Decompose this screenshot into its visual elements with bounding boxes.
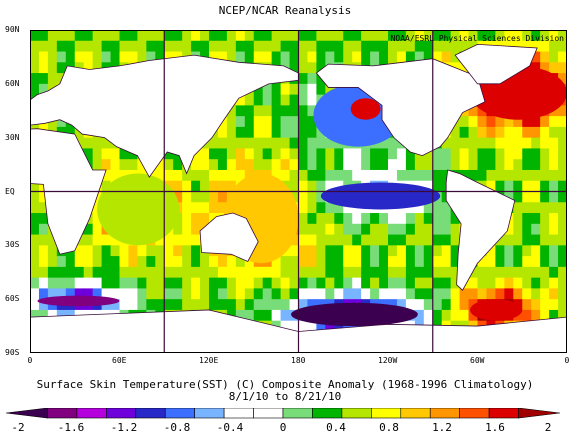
colorbar-tick-label: 1.6 — [485, 421, 505, 434]
colorbar-swatch — [488, 408, 519, 419]
colorbar-tick-label: 2 — [545, 421, 552, 434]
colorbar-tick-label: 0.4 — [326, 421, 346, 434]
grid-lines — [30, 30, 567, 353]
x-tick-label: 60W — [470, 356, 485, 365]
colorbar-swatch — [5, 408, 48, 419]
x-tick-label: 0 — [27, 356, 33, 365]
y-tick-label: 60N — [5, 78, 20, 88]
colorbar-swatch — [400, 408, 431, 419]
colorbar-tick-label: -2 — [11, 421, 24, 434]
anomaly-map — [30, 30, 567, 353]
colorbar-swatch — [194, 408, 225, 419]
anomaly-region-0 — [291, 302, 418, 327]
colorbar-swatch — [282, 408, 313, 419]
y-tick-label: 90N — [5, 25, 20, 34]
caption-line-2: 8/1/10 to 8/21/10 — [228, 390, 342, 403]
colorbar-swatch — [223, 408, 254, 419]
y-tick-label: EQ — [5, 186, 15, 196]
caption-line-1: Surface Skin Temperature(SST) (C) Compos… — [36, 378, 534, 391]
y-tick-label: 60S — [5, 294, 20, 304]
chart-title: NCEP/NCAR Reanalysis — [218, 4, 352, 17]
y-tick-label: 30N — [5, 132, 20, 142]
land-3 — [315, 58, 486, 157]
y-tick-label: 30S — [5, 240, 20, 250]
colorbar-swatch — [459, 408, 490, 419]
colorbar-swatch — [47, 408, 78, 419]
anomaly-region-4 — [350, 98, 381, 120]
agency-credit: NOAA/ESRL Physical Sciences Division — [390, 34, 564, 43]
colorbar-swatch — [341, 408, 372, 419]
colorbar-tick-label: -0.8 — [164, 421, 191, 434]
x-tick-label: 60E — [112, 356, 127, 365]
map-frame — [30, 30, 567, 353]
colorbar-swatch — [312, 408, 343, 419]
land-5 — [454, 43, 538, 85]
x-tick-label: 0 — [564, 356, 570, 365]
colorbar-swatch — [429, 408, 460, 419]
x-tick-label: 120W — [378, 356, 398, 365]
land-4 — [445, 169, 516, 291]
anomaly-region-6 — [470, 299, 523, 321]
colorbar-tick-label: 0.8 — [379, 421, 399, 434]
anomaly-region-1 — [37, 295, 120, 307]
y-tick-label: 90S — [5, 348, 20, 357]
colorbar-swatch — [76, 408, 107, 419]
colorbar-tick-label: -0.4 — [217, 421, 244, 434]
colorbar-swatch — [371, 408, 402, 419]
colorbar-swatch — [253, 408, 284, 419]
colorbar-swatch — [135, 408, 166, 419]
land-2 — [199, 212, 259, 262]
colorbar-swatch — [106, 408, 137, 419]
x-tick-label: 120E — [199, 356, 219, 365]
anomaly-region-2 — [320, 182, 441, 210]
colorbar-swatch — [164, 408, 195, 419]
colorbar-tick-label: 1.2 — [432, 421, 452, 434]
colorbar: -2 -1.6 -1.2 -0.8 -0.4 0 0.4 0.8 1.2 1.6 2 — [5, 408, 561, 434]
x-tick-label: 180 — [291, 356, 306, 365]
colorbar-swatch — [518, 408, 561, 419]
colorbar-tick-label: 0 — [280, 421, 287, 434]
colorbar-tick-label: -1.2 — [111, 421, 138, 434]
colorbar-tick-label: -1.6 — [58, 421, 85, 434]
anomaly-region-7 — [97, 173, 180, 246]
